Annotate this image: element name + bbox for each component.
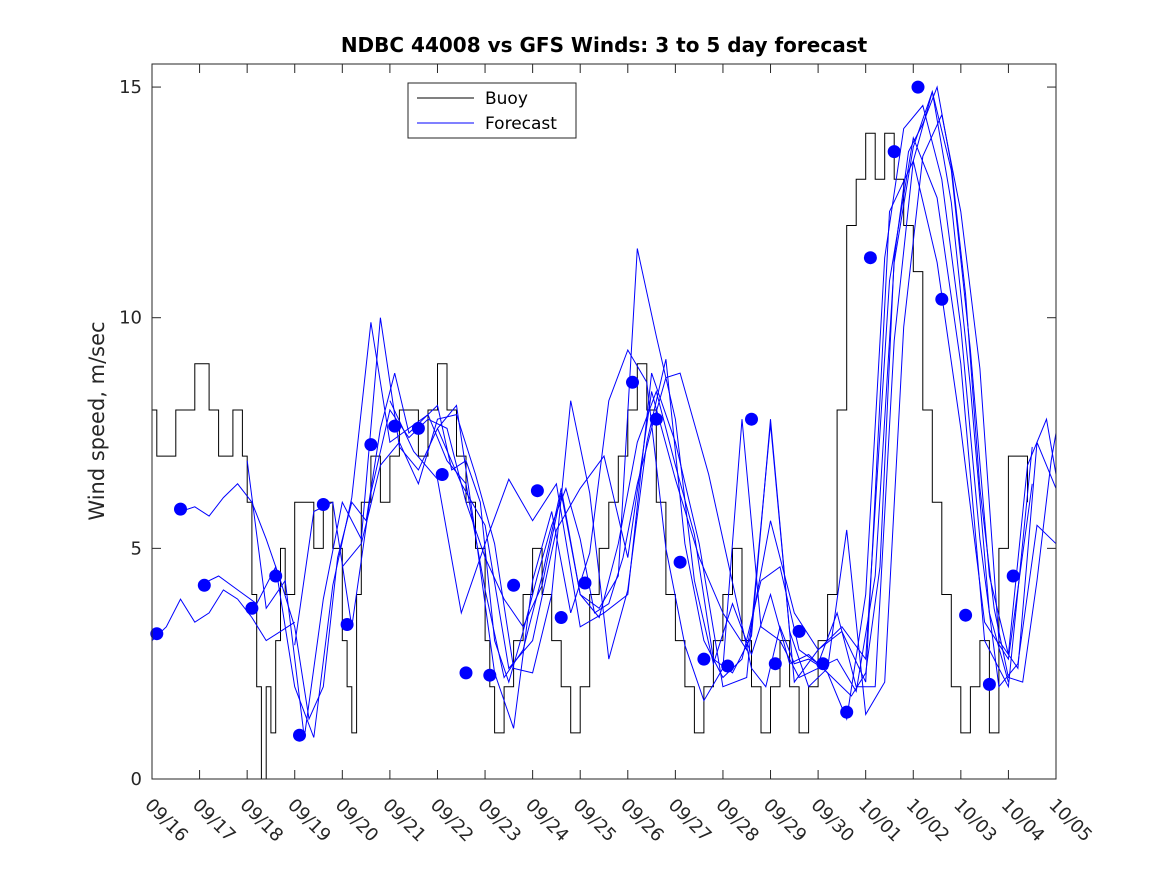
series-line-forecast-8 <box>437 159 1033 683</box>
forecast-point <box>554 611 568 624</box>
forecast-point <box>959 608 973 622</box>
series-line-forecast-4 <box>246 91 1009 738</box>
forecast-point <box>887 145 901 159</box>
y-tick-label: 15 <box>119 77 142 98</box>
forecast-point <box>816 657 830 671</box>
plot-frame <box>151 63 1057 780</box>
series-line-buoy <box>152 132 1028 780</box>
forecast-point <box>792 624 806 638</box>
forecast-point <box>673 555 687 569</box>
forecast-point <box>935 292 949 306</box>
forecast-point <box>982 677 996 691</box>
series-line-forecast-1 <box>151 589 295 642</box>
forecast-point <box>150 627 164 641</box>
series-layer <box>151 85 1057 780</box>
y-axis: 0 5 10 15 <box>119 77 1056 790</box>
forecast-point <box>483 668 497 682</box>
forecast-point <box>626 375 639 389</box>
forecast-point <box>197 578 211 592</box>
forecast-point <box>697 652 711 666</box>
y-tick-label: 5 <box>131 538 142 559</box>
series-line-forecast-3 <box>199 104 1057 738</box>
series-line-forecast-7 <box>389 135 1033 689</box>
series-line-forecast-6 <box>341 89 1057 688</box>
forecast-point <box>174 502 187 516</box>
forecast-point <box>578 576 592 590</box>
forecast-point <box>293 728 306 742</box>
forecast-point <box>649 412 663 426</box>
forecast-point <box>721 659 735 673</box>
legend-buoy-label: Buoy <box>485 89 528 109</box>
forecast-point <box>863 251 877 265</box>
forecast-point <box>459 666 473 680</box>
legend-forecast-label: Forecast <box>485 114 557 134</box>
forecast-point <box>745 412 758 426</box>
chart-title: NDBC 44008 vs GFS Winds: 3 to 5 day fore… <box>341 33 868 57</box>
forecast-point <box>245 601 259 615</box>
forecast-point <box>316 498 330 511</box>
forecast-point <box>435 468 449 481</box>
forecast-point <box>340 618 354 631</box>
forecast-point <box>768 657 782 671</box>
forecast-point <box>911 80 925 94</box>
forecast-point <box>840 705 854 719</box>
y-tick-label: 0 <box>131 769 142 790</box>
y-axis-title: Wind speed, m/sec <box>85 321 109 520</box>
forecast-point <box>1006 569 1020 583</box>
forecast-point <box>530 484 544 498</box>
forecast-point <box>388 419 402 433</box>
legend: Buoy Forecast <box>407 82 577 139</box>
forecast-point <box>364 438 378 452</box>
plot-area <box>152 64 1056 779</box>
forecast-point <box>269 569 283 583</box>
forecast-point <box>411 421 425 435</box>
forecast-point <box>507 578 521 592</box>
forecast-points <box>150 80 1020 742</box>
y-tick-label: 10 <box>119 308 142 329</box>
legend-box <box>407 82 577 139</box>
